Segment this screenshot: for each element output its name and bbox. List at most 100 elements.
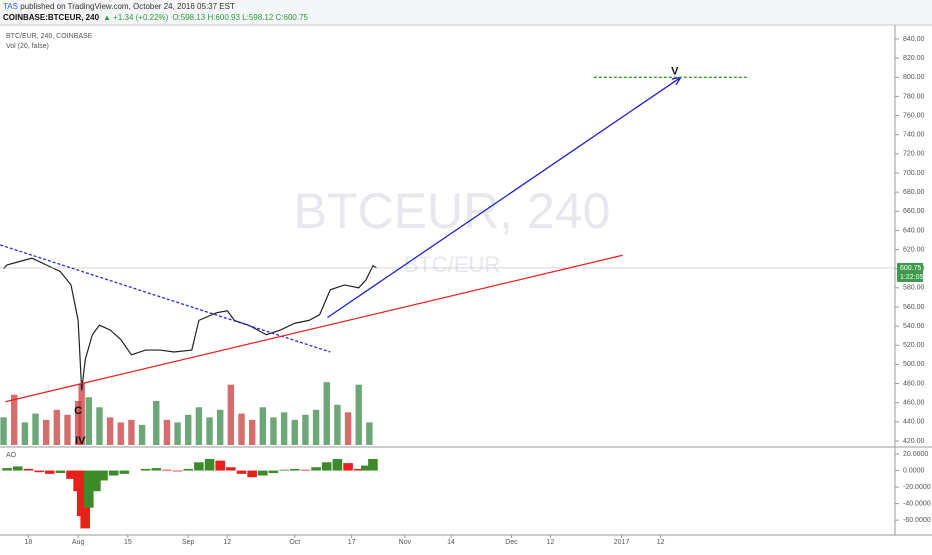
- x-tick-label: 14: [447, 539, 455, 546]
- volume-bar: [334, 404, 341, 445]
- y-tick-label: 700.00: [903, 170, 925, 177]
- last-price-label: 600.75: [900, 265, 922, 272]
- x-tick-label: 12: [223, 539, 231, 546]
- author-name: TAS: [3, 2, 18, 11]
- volume-bar: [217, 409, 224, 445]
- x-tick-label: Aug: [72, 539, 85, 546]
- ao-bar: [279, 469, 289, 471]
- volume-bar: [106, 417, 114, 445]
- trend-line: [5, 254, 623, 403]
- volume-bar: [248, 419, 256, 445]
- volume-bar: [128, 419, 135, 445]
- volume-bar: [85, 397, 92, 445]
- y-tick-label: 820.00: [903, 55, 925, 62]
- y-tick-label: 540.00: [903, 323, 925, 330]
- volume-bar: [163, 419, 171, 445]
- volume-bar: [42, 419, 50, 445]
- x-tick-label: 15: [124, 539, 132, 546]
- legend-main: BTC/EUR, 240, COINBASE: [6, 33, 93, 40]
- x-tick-label: 12: [547, 539, 555, 546]
- y-tick-label: 440.00: [903, 419, 925, 426]
- volume-bar: [291, 419, 298, 445]
- y-tick-label: 800.00: [903, 74, 925, 81]
- change: ▲ +1.34 (+0.22%): [103, 13, 169, 22]
- volume-bar: [0, 417, 7, 445]
- ao-tick-label: 0.0000: [903, 467, 925, 474]
- y-tick-label: 480.00: [903, 380, 925, 387]
- ao-bar: [343, 463, 353, 471]
- x-tick-label: 2017: [614, 539, 630, 546]
- ao-bar: [183, 468, 194, 471]
- volume-bar: [11, 394, 18, 445]
- ao-bar: [268, 470, 279, 474]
- y-tick-label: 580.00: [903, 285, 925, 292]
- volume-bar: [138, 424, 146, 445]
- ao-bar: [23, 468, 34, 471]
- published: published on TradingView.com, October 24…: [18, 2, 235, 11]
- ao-bar: [34, 470, 44, 473]
- x-tick-label: Sep: [182, 539, 195, 546]
- y-tick-label: 560.00: [903, 304, 925, 311]
- legend-oscillator: AO: [6, 452, 17, 459]
- ao-bar: [204, 458, 215, 471]
- wave-label: V: [671, 65, 679, 77]
- y-tick-label: 840.00: [903, 36, 925, 43]
- y-tick-label: 660.00: [903, 208, 925, 215]
- x-tick-label: 17: [348, 539, 356, 546]
- trend-line: [0, 244, 331, 353]
- volume-bar: [21, 422, 29, 445]
- ao-bar: [353, 468, 364, 471]
- x-tick-label: Nov: [399, 539, 412, 546]
- volume-bar: [312, 409, 320, 445]
- y-tick-label: 760.00: [903, 112, 925, 119]
- ao-tick-label: 20.0000: [903, 451, 928, 458]
- volume-bar: [53, 409, 61, 445]
- x-tick-label: 12: [657, 539, 665, 546]
- x-tick-label: 18: [25, 539, 33, 546]
- volume-bar: [302, 414, 309, 445]
- x-tick-label: Dec: [505, 539, 518, 546]
- volume-bar: [32, 413, 39, 445]
- volume-bar: [280, 412, 288, 445]
- ao-bar: [289, 468, 300, 471]
- volume-bar: [366, 422, 373, 445]
- volume-bar: [270, 417, 277, 445]
- price-line: [3, 257, 377, 391]
- y-tick-label: 780.00: [903, 93, 925, 100]
- ao-bar: [162, 469, 172, 471]
- ohlc: O:598.13 H:600.93 L:598.12 C:600.75: [172, 13, 308, 22]
- volume-bar: [96, 407, 103, 445]
- legend-volume: Vol (20, false): [6, 43, 49, 50]
- y-tick-label: 460.00: [903, 400, 925, 407]
- volume-bar: [195, 407, 203, 445]
- wave-label: C: [74, 405, 82, 417]
- ao-bar: [361, 465, 371, 471]
- ao-bar: [151, 468, 162, 471]
- y-tick-label: 680.00: [903, 189, 925, 196]
- volume-bar: [227, 384, 235, 445]
- y-tick-label: 640.00: [903, 227, 925, 234]
- ao-bar: [215, 460, 225, 471]
- volume-bar: [344, 412, 352, 445]
- volume-bar: [74, 401, 82, 445]
- trend-line: [327, 76, 682, 319]
- y-tick-label: 420.00: [903, 438, 925, 445]
- ao-bar: [332, 458, 343, 471]
- symbol: COINBASE:BTCEUR, 240: [3, 13, 100, 22]
- header-bar: [0, 0, 932, 25]
- y-tick-label: 720.00: [903, 151, 925, 158]
- volume-bar: [206, 417, 213, 445]
- x-tick-label: Oct: [289, 539, 300, 546]
- ao-bar: [368, 458, 378, 471]
- volume-bar: [323, 382, 330, 445]
- ao-tick-label: -40.0000: [903, 500, 931, 507]
- volume-bar: [238, 413, 245, 445]
- volume-bar: [78, 383, 85, 445]
- ao-tick-label: -20.0000: [903, 484, 931, 491]
- author: TAS published on TradingView.com, Octobe…: [3, 2, 235, 11]
- ao-bar: [98, 470, 108, 481]
- symbol-line: COINBASE:BTCEUR, 240 ▲ +1.34 (+0.22%) O:59…: [3, 13, 309, 22]
- ao-bar: [140, 468, 151, 471]
